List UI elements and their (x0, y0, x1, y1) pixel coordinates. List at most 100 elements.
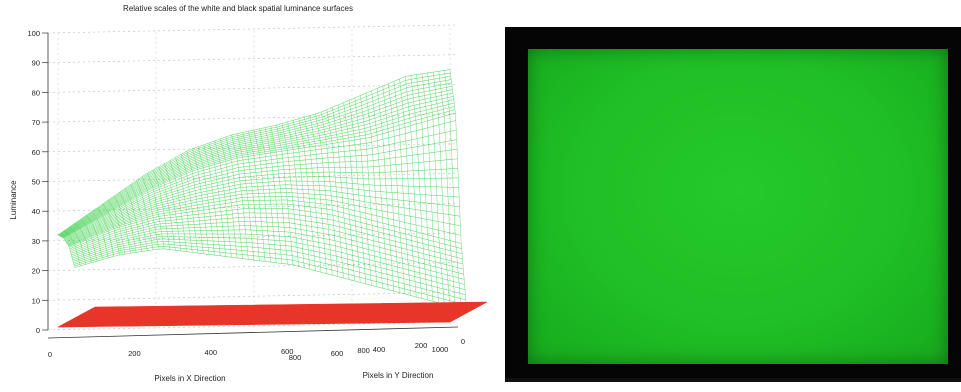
chart-title: Relative scales of the white and black s… (123, 4, 353, 13)
surface-mesh-line (113, 195, 131, 254)
surface-mesh-line (61, 96, 454, 237)
surface-mesh-line (158, 166, 176, 251)
z-tick-label: 80 (32, 88, 40, 97)
surface-mesh-line (214, 140, 232, 258)
surface-mesh-line (449, 69, 467, 311)
surface-mesh-line (59, 79, 452, 236)
surface-mesh-line (124, 188, 143, 252)
black-surface (57, 301, 488, 328)
surface-mesh-line (404, 76, 423, 299)
surface-mesh-line (169, 160, 187, 252)
surface-mesh-line (259, 128, 277, 263)
surface-mesh-line (58, 72, 451, 236)
z-tick-label: 30 (32, 237, 40, 246)
z-axis-label: Luminance (9, 180, 18, 220)
surface-mesh-line (186, 151, 204, 254)
surface-mesh-line (180, 154, 199, 254)
z-tick-label: 40 (32, 207, 40, 216)
surface-plot-svg: Relative scales of the white and black s… (9, 4, 488, 383)
surface-mesh-line (231, 134, 249, 260)
surface-mesh-line (225, 136, 243, 259)
surface-mesh-line (253, 129, 271, 263)
surface-mesh-line (320, 111, 339, 277)
surface-mesh-line (102, 203, 120, 255)
x-tick-label: 600 (281, 347, 294, 356)
display-photo (505, 27, 961, 382)
surface-mesh-line (276, 125, 294, 265)
surface-mesh-line (69, 203, 462, 248)
z-tick-label: 0 (36, 326, 40, 335)
surface-mesh-line (242, 132, 260, 261)
surface-layer (57, 69, 488, 328)
surface-mesh-line (416, 74, 434, 302)
y-axis-label: Pixels in Y Direction (363, 371, 434, 380)
surface-mesh-line (197, 146, 215, 256)
surface-mesh-line (348, 100, 367, 284)
surface-mesh-line (376, 88, 395, 292)
surface-mesh-line (136, 180, 154, 250)
surface-mesh-line (96, 207, 115, 257)
surface-mesh-line (326, 109, 344, 279)
surface-mesh-line (382, 86, 400, 293)
surface-mesh-line (399, 78, 417, 298)
surface-mesh-line (444, 70, 462, 309)
surface-mesh-line (70, 221, 463, 265)
surface-mesh-line (192, 148, 210, 255)
surface-mesh-line (147, 173, 165, 249)
surface-mesh-line (152, 169, 171, 250)
surface-mesh-line (175, 157, 193, 253)
surface-mesh-line (315, 113, 333, 276)
surface-mesh-line (354, 97, 372, 286)
surface-mesh-line (80, 219, 98, 262)
surface-mesh-line (427, 72, 445, 305)
y-tick-label: 400 (373, 345, 386, 354)
z-gridline (47, 24, 456, 34)
surface-mesh-line (410, 75, 428, 300)
surface-mesh-line (287, 121, 305, 268)
surface-mesh-line (432, 72, 451, 306)
z-gridline (47, 292, 456, 301)
grid-layer (47, 24, 456, 331)
surface-mesh-line (304, 117, 322, 273)
surface-mesh-line (371, 90, 389, 290)
surface-mesh-line (270, 126, 288, 265)
y-tick-label: 200 (415, 341, 428, 350)
surface-mesh-line (57, 234, 75, 268)
x-tick-label: 1000 (432, 345, 449, 354)
surface-mesh-line (332, 107, 350, 280)
surface-mesh-line (438, 71, 456, 308)
surface-mesh-line (208, 142, 227, 257)
y-tick-label: 600 (331, 349, 344, 358)
z-tick-label: 50 (32, 178, 40, 187)
surface-mesh-line (360, 95, 378, 287)
z-tick-label: 90 (32, 59, 40, 68)
surface-mesh-line (72, 233, 465, 280)
luminance-surface-plot: Relative scales of the white and black s… (9, 4, 488, 383)
surface-mesh-line (298, 118, 316, 271)
surface-mesh-line (203, 144, 221, 256)
surface-mesh-line (236, 133, 255, 261)
x-axis-line (47, 326, 459, 339)
y-tick-label: 0 (461, 337, 465, 346)
x-tick-label: 0 (48, 350, 52, 359)
surface-mesh-line (91, 211, 109, 258)
surface-mesh-line (71, 225, 464, 270)
surface-mesh-line (85, 215, 103, 260)
photo-bottom-edge (505, 378, 961, 382)
surface-mesh-line (281, 123, 299, 267)
surface-mesh-line (74, 223, 92, 263)
surface-mesh-line (393, 81, 411, 296)
green-screen (528, 49, 948, 364)
surface-mesh-line (337, 104, 355, 281)
z-gridline (47, 173, 456, 182)
z-tick-label: 100 (27, 29, 40, 38)
surface-mesh-line (248, 131, 266, 262)
z-gridline (47, 84, 456, 93)
surface-mesh-line (421, 73, 439, 303)
surface-mesh-line (108, 199, 126, 255)
surface-mesh-line (365, 93, 383, 289)
x-axis-label: Pixels in X Direction (154, 374, 225, 383)
surface-mesh-line (141, 176, 159, 250)
surface-mesh-line (69, 227, 87, 265)
